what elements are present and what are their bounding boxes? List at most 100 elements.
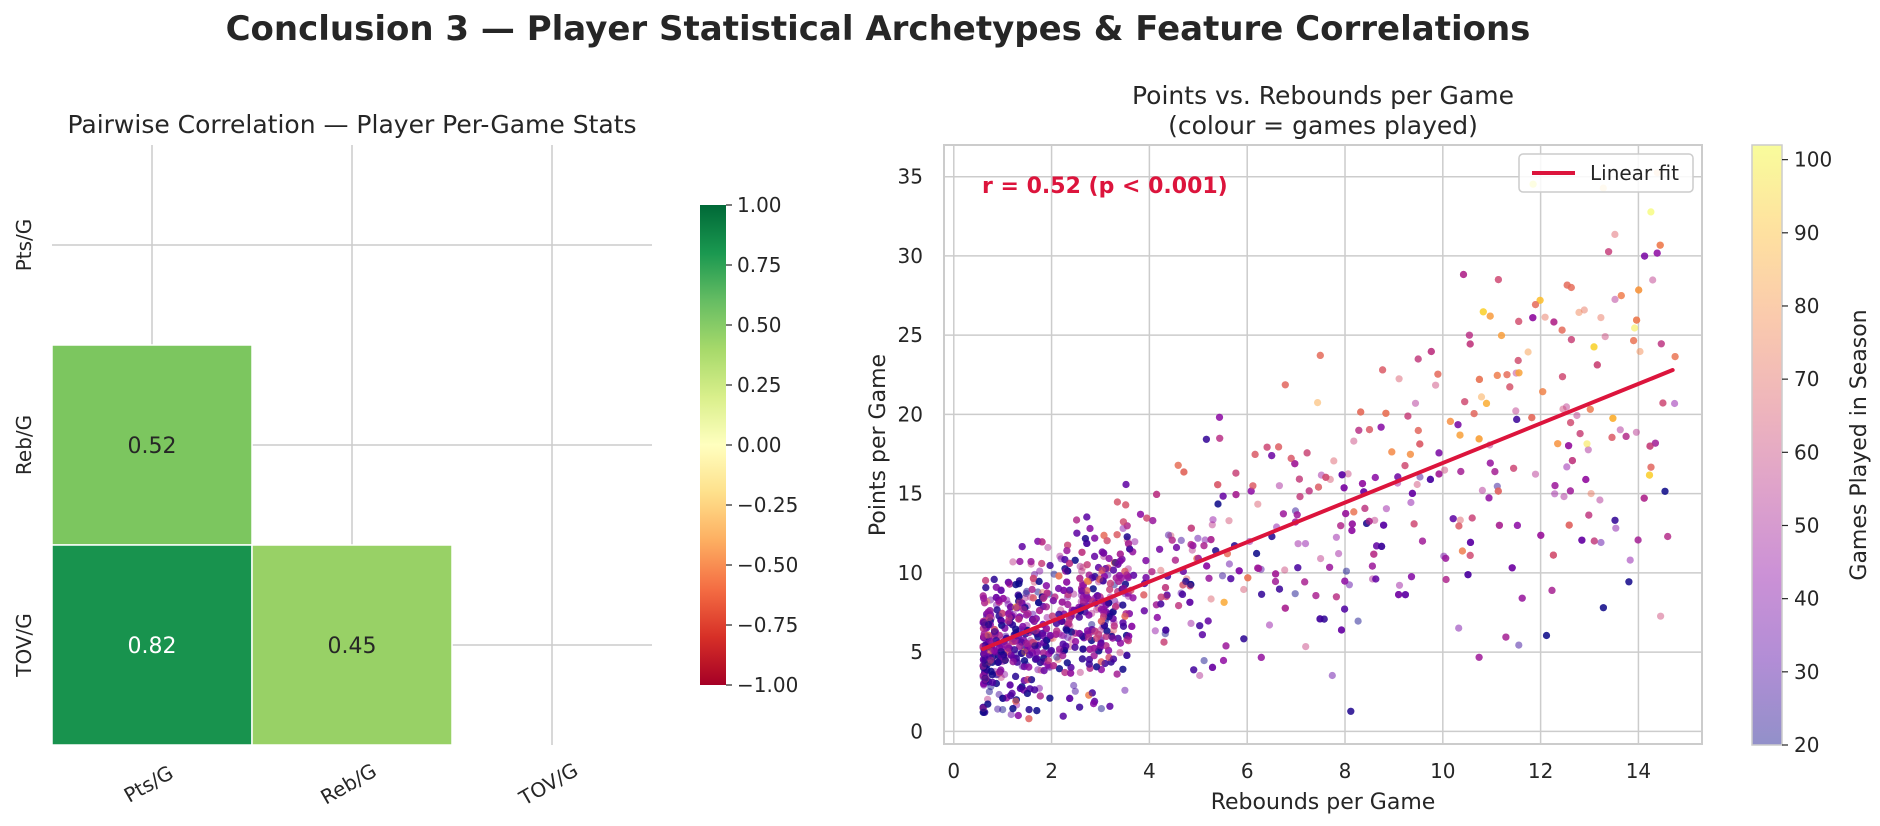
- scatter-point: [1253, 549, 1261, 558]
- scatter-point: [998, 609, 1006, 618]
- scatter-point: [1373, 542, 1381, 550]
- scatter-point: [1255, 564, 1263, 573]
- scatter-point: [1012, 625, 1020, 633]
- scatter-point: [1617, 292, 1625, 300]
- scatter-point: [1018, 649, 1026, 658]
- scatter-point: [1103, 614, 1111, 622]
- scatter-point: [981, 656, 989, 664]
- scatter-point: [1025, 663, 1033, 671]
- scatter-point: [1084, 633, 1093, 641]
- scatter-point: [1565, 442, 1573, 450]
- scatter-point: [1020, 605, 1028, 614]
- scatter-point: [1222, 642, 1230, 650]
- scatter-point: [1240, 635, 1248, 643]
- scatter-point: [1024, 676, 1032, 684]
- scatter-point: [994, 658, 1002, 667]
- scatter-point: [988, 658, 996, 666]
- scatter-point: [1491, 468, 1499, 476]
- scatter-point: [997, 616, 1005, 624]
- scatter-point: [1034, 633, 1042, 641]
- scatter-point: [1071, 643, 1079, 651]
- scatter-point: [979, 704, 987, 712]
- scatter-point: [1015, 592, 1023, 601]
- scatter-point: [1111, 559, 1119, 567]
- scatter-point: [1044, 657, 1052, 665]
- scatter-point: [1040, 658, 1048, 666]
- scatter-point: [1036, 692, 1044, 700]
- scatter-point: [1040, 654, 1048, 662]
- scatter-point: [1515, 317, 1523, 325]
- scatter-point: [980, 594, 988, 603]
- scatter-point: [1035, 599, 1043, 607]
- scatter-point: [1018, 543, 1026, 551]
- scatter-point: [1055, 665, 1063, 673]
- heatmap-colorbar-tick-label: 0.00: [737, 433, 782, 457]
- scatter-point: [981, 660, 989, 668]
- scatter-point: [991, 628, 999, 636]
- scatter-point: [1232, 469, 1240, 477]
- scatter-point: [987, 656, 995, 664]
- scatter-point: [1055, 584, 1063, 593]
- scatter-point: [985, 678, 993, 686]
- scatter-point: [1095, 630, 1103, 639]
- scatter-point: [1207, 595, 1215, 603]
- scatter-point: [1085, 691, 1093, 699]
- scatter-point: [1566, 487, 1574, 495]
- scatter-point: [1542, 631, 1551, 640]
- scatter-point: [1085, 577, 1093, 585]
- scatter-point: [1125, 632, 1133, 640]
- scatter-point: [1446, 417, 1454, 425]
- scatter-point: [996, 657, 1004, 665]
- scatter-point: [1124, 637, 1132, 645]
- scatter-point: [1016, 557, 1024, 566]
- scatter-point: [1611, 230, 1619, 238]
- scatter-point: [1026, 685, 1034, 693]
- scatter-point: [1558, 373, 1567, 381]
- scatter-point: [981, 674, 989, 682]
- scatter-point: [980, 618, 988, 627]
- scatter-point: [1121, 612, 1129, 620]
- scatter-point: [1096, 642, 1104, 650]
- scatter-point: [1091, 627, 1099, 635]
- scatter-point: [1038, 538, 1046, 546]
- scatter-point: [1011, 637, 1020, 645]
- scatter-point: [1085, 577, 1093, 585]
- scatter-point: [1671, 353, 1679, 361]
- scatter-point: [1086, 664, 1094, 672]
- scatter-point: [1036, 658, 1044, 667]
- scatter-point: [1097, 705, 1105, 713]
- scatter-point: [1635, 286, 1643, 294]
- scatter-point: [988, 658, 996, 666]
- scatter-point: [1124, 540, 1133, 548]
- scatter-point: [1057, 555, 1065, 563]
- scatter-point: [982, 584, 990, 592]
- scatter-point: [1395, 591, 1403, 599]
- scatter-point: [1106, 610, 1114, 618]
- scatter-point: [1020, 663, 1028, 671]
- scatter-point: [1103, 537, 1111, 545]
- scatter-point: [1470, 410, 1478, 418]
- scatter-point: [997, 648, 1005, 656]
- scatter-title-line2: (colour = games played): [1168, 111, 1478, 140]
- scatter-point: [1059, 712, 1067, 720]
- scatter-point: [1068, 628, 1076, 636]
- scatter-point: [1031, 642, 1039, 650]
- scatter-point: [1023, 602, 1031, 610]
- scatter-point: [1101, 659, 1109, 668]
- scatter-point: [1086, 645, 1094, 653]
- scatter-point: [1064, 567, 1072, 575]
- scatter-point: [1038, 559, 1046, 568]
- scatter-point: [1085, 611, 1093, 619]
- scatter-point: [1084, 627, 1092, 635]
- scatter-point: [981, 621, 989, 629]
- scatter-point: [999, 706, 1007, 714]
- scatter-point: [1001, 624, 1009, 632]
- scatter-point: [1142, 557, 1150, 565]
- scatter-point: [1112, 603, 1120, 611]
- scatter-point: [1020, 605, 1028, 614]
- scatter-point: [1036, 567, 1044, 575]
- scatter-point: [1067, 669, 1075, 677]
- scatter-point: [980, 633, 988, 641]
- scatter-point: [1368, 562, 1376, 570]
- scatter-point: [1003, 642, 1011, 650]
